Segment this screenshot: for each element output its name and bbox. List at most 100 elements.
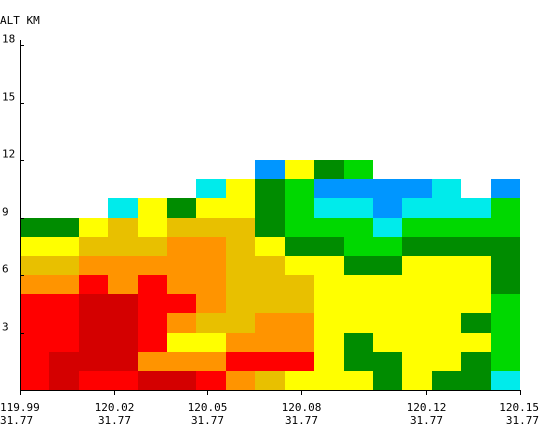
heatmap-cell bbox=[108, 294, 138, 313]
heatmap-cell bbox=[461, 218, 491, 237]
x-tick-label-lon: 120.08 bbox=[282, 401, 322, 414]
heatmap-cell bbox=[20, 352, 49, 371]
heatmap-cell bbox=[491, 313, 520, 333]
heatmap-cell bbox=[373, 198, 402, 218]
heatmap-cell bbox=[285, 371, 314, 390]
heatmap-cell bbox=[196, 313, 226, 333]
heatmap-cell bbox=[49, 237, 79, 256]
heatmap-cell bbox=[402, 218, 432, 237]
heatmap-cell bbox=[255, 237, 285, 256]
heatmap-cell bbox=[314, 256, 344, 275]
x-tick-label-lon: 120.05 bbox=[188, 401, 228, 414]
heatmap-cell bbox=[491, 256, 520, 275]
heatmap-cell bbox=[196, 179, 226, 198]
heatmap-cell bbox=[314, 198, 344, 218]
heatmap-cell bbox=[79, 275, 108, 294]
x-tick-label-lat: 31.77 bbox=[285, 414, 318, 427]
heatmap-cell bbox=[226, 198, 255, 218]
heatmap-cell bbox=[285, 179, 314, 198]
heatmap-cell bbox=[432, 371, 461, 390]
heatmap-cell bbox=[491, 198, 520, 218]
heatmap-cell bbox=[285, 294, 314, 313]
heatmap-cell bbox=[285, 218, 314, 237]
heatmap-cell bbox=[49, 333, 79, 352]
heatmap-cell bbox=[373, 313, 402, 333]
y-tick-label: 12 bbox=[2, 148, 15, 161]
heatmap-cell bbox=[226, 218, 255, 237]
heatmap-cell bbox=[138, 333, 167, 352]
heatmap-cell bbox=[373, 275, 402, 294]
heatmap-cell bbox=[138, 198, 167, 218]
heatmap-cell bbox=[196, 256, 226, 275]
heatmap-cell bbox=[402, 237, 432, 256]
heatmap-cell bbox=[196, 198, 226, 218]
heatmap-cell bbox=[402, 275, 432, 294]
heatmap-cell bbox=[344, 237, 373, 256]
heatmap-cell bbox=[226, 371, 255, 390]
heatmap-cell bbox=[196, 333, 226, 352]
heatmap-cell bbox=[314, 313, 344, 333]
heatmap-cell bbox=[255, 352, 285, 371]
heatmap-cell bbox=[373, 352, 402, 371]
heatmap-cell bbox=[461, 237, 491, 256]
heatmap-cell bbox=[432, 218, 461, 237]
heatmap-cell bbox=[138, 237, 167, 256]
y-tick-label: 18 bbox=[2, 33, 15, 46]
heatmap-cell bbox=[108, 218, 138, 237]
heatmap-cell bbox=[49, 313, 79, 333]
y-tick-label: 6 bbox=[2, 263, 9, 276]
heatmap-cell bbox=[432, 198, 461, 218]
heatmap-cell bbox=[402, 352, 432, 371]
heatmap-cell bbox=[255, 218, 285, 237]
heatmap-cell bbox=[108, 275, 138, 294]
heatmap-cell bbox=[491, 275, 520, 294]
y-tick-label: 9 bbox=[2, 206, 9, 219]
heatmap-cell bbox=[196, 371, 226, 390]
heatmap-cell bbox=[20, 275, 49, 294]
heatmap-cell bbox=[20, 218, 49, 237]
heatmap-cell bbox=[373, 333, 402, 352]
heatmap-cell bbox=[196, 275, 226, 294]
heatmap-cell bbox=[432, 237, 461, 256]
heatmap-cell bbox=[432, 294, 461, 313]
heatmap-cell bbox=[432, 313, 461, 333]
heatmap-cell bbox=[167, 371, 196, 390]
heatmap-cell bbox=[196, 237, 226, 256]
heatmap-cell bbox=[432, 333, 461, 352]
heatmap-cell bbox=[20, 294, 49, 313]
heatmap-cell bbox=[373, 371, 402, 390]
heatmap-cell bbox=[402, 179, 432, 198]
y-ticks: 3 6 9 12 15 18 bbox=[2, 33, 24, 334]
heatmap-cell bbox=[461, 294, 491, 313]
heatmap-cell bbox=[167, 333, 196, 352]
heatmap-cell bbox=[344, 198, 373, 218]
heatmap-cell bbox=[314, 160, 344, 179]
heatmap-cell bbox=[255, 179, 285, 198]
heatmap-cell bbox=[344, 333, 373, 352]
heatmap-cell bbox=[49, 294, 79, 313]
heatmap-cell bbox=[285, 256, 314, 275]
heatmap-cell bbox=[402, 313, 432, 333]
heatmap-cell bbox=[402, 294, 432, 313]
y-tick-label: 3 bbox=[2, 321, 9, 334]
heatmap-cell bbox=[108, 256, 138, 275]
heatmap-cell bbox=[49, 275, 79, 294]
heatmap-cell bbox=[108, 313, 138, 333]
heatmap-cell bbox=[255, 333, 285, 352]
heatmap-cell bbox=[138, 371, 167, 390]
heatmap-cell bbox=[255, 294, 285, 313]
heatmap-cell bbox=[49, 256, 79, 275]
heatmap-cell bbox=[314, 294, 344, 313]
heatmap-cell bbox=[432, 179, 461, 198]
heatmap-cell bbox=[373, 218, 402, 237]
y-tick-label: 15 bbox=[2, 91, 15, 104]
heatmap-cell bbox=[167, 237, 196, 256]
heatmap-cell bbox=[285, 352, 314, 371]
heatmap-cell bbox=[314, 333, 344, 352]
heatmap-cell bbox=[314, 218, 344, 237]
x-tick-label-lon: 120.12 bbox=[407, 401, 447, 414]
heatmap-cell bbox=[344, 256, 373, 275]
heatmap-cell bbox=[138, 294, 167, 313]
heatmap-cell bbox=[49, 218, 79, 237]
heatmap-cell bbox=[255, 160, 285, 179]
